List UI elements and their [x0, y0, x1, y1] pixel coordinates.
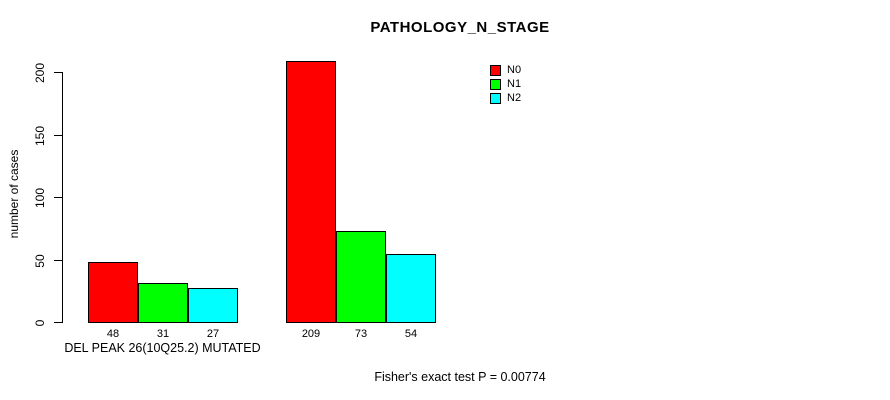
- y-tick-mark: [54, 72, 63, 73]
- y-tick-mark: [54, 197, 63, 198]
- y-axis-label: number of cases: [7, 149, 21, 239]
- bar-N1-group1: [138, 283, 188, 323]
- legend-label: N0: [507, 64, 522, 76]
- bar-N0-group1: [88, 262, 138, 323]
- y-tick-label: 150: [33, 125, 47, 146]
- bar-value-label: 48: [106, 328, 120, 340]
- bar-N2-group2: [386, 254, 436, 323]
- legend-label: N1: [507, 78, 522, 90]
- legend-item-N0: N0: [490, 63, 521, 77]
- bar-value-label: 73: [354, 328, 368, 340]
- bar-value-label: 209: [301, 328, 321, 340]
- bar-value-label: 54: [404, 328, 418, 340]
- legend-swatch-N0: [490, 64, 501, 76]
- legend-item-N1: N1: [490, 77, 521, 91]
- chart-title: PATHOLOGY_N_STAGE: [370, 19, 550, 36]
- y-tick-label: 50: [33, 253, 47, 268]
- y-tick-mark: [54, 322, 63, 323]
- y-tick-mark: [54, 135, 63, 136]
- legend-label: N2: [507, 92, 522, 104]
- legend-item-N2: N2: [490, 91, 521, 105]
- legend: N0 N1 N2: [490, 63, 521, 105]
- bar-value-label: 27: [206, 328, 220, 340]
- x-axis-group-label: DEL PEAK 26(10Q25.2) MUTATED: [64, 341, 261, 355]
- fisher-test-note: Fisher's exact test P = 0.00774: [374, 370, 546, 384]
- bar-N2-group1: [188, 288, 238, 323]
- bar-N1-group2: [336, 231, 386, 323]
- y-tick-label: 100: [33, 187, 47, 208]
- legend-swatch-N1: [490, 78, 501, 90]
- y-tick-mark: [54, 260, 63, 261]
- legend-swatch-N2: [490, 92, 501, 104]
- bar-N0-group2: [286, 61, 336, 323]
- y-tick-label: 200: [33, 62, 47, 83]
- bar-value-label: 31: [156, 328, 170, 340]
